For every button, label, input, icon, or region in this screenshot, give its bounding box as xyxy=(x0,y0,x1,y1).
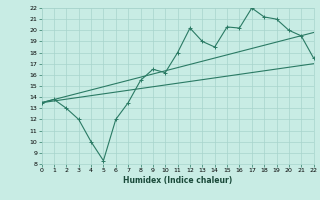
X-axis label: Humidex (Indice chaleur): Humidex (Indice chaleur) xyxy=(123,176,232,185)
